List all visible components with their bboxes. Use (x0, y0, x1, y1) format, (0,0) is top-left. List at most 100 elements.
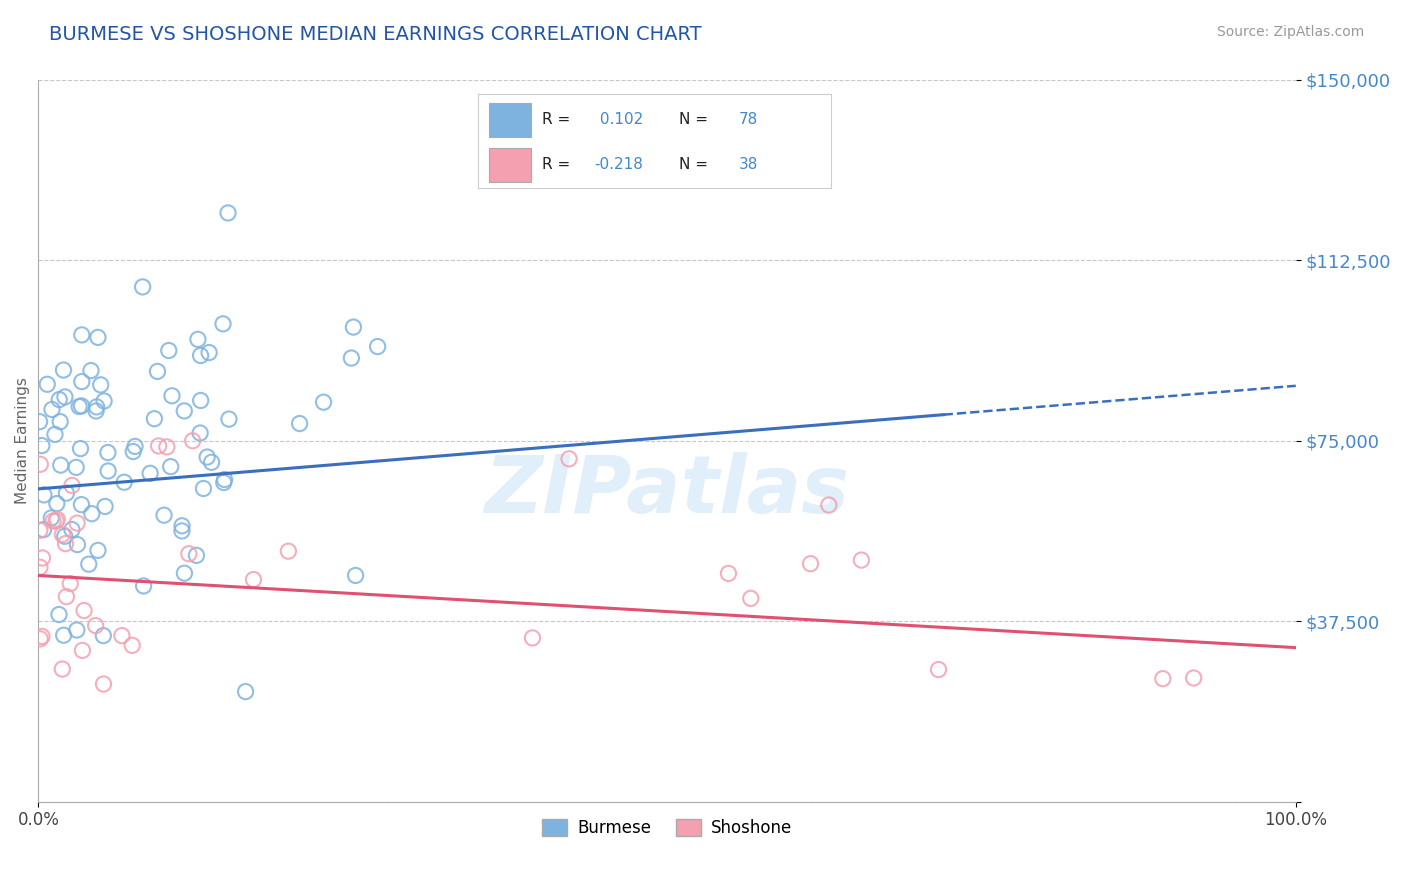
Point (1152, 672, 1174, 686)
Point (170, 518, 193, 533)
Point (48, 607, 70, 622)
Point (94, 500, 117, 514)
Point (86, 400, 108, 414)
Point (55, 590, 77, 604)
Point (46, 512, 69, 526)
Point (156, 440, 179, 454)
Point (45, 497, 67, 511)
Point (522, 631, 544, 645)
Point (817, 498, 839, 512)
Point (170, 524, 193, 538)
Point (190, 393, 212, 408)
Point (558, 451, 581, 466)
Point (148, 439, 170, 453)
Point (132, 579, 155, 593)
Point (32, 488, 55, 502)
Point (55, 536, 77, 550)
Point (173, 566, 195, 581)
Point (49, 458, 72, 472)
Point (66, 516, 89, 530)
Point (37, 377, 59, 392)
Point (235, 684, 257, 698)
Point (93, 394, 115, 409)
Point (69, 442, 91, 456)
Point (80, 507, 103, 521)
Point (131, 280, 153, 294)
Point (717, 566, 740, 581)
Point (55, 486, 77, 500)
Point (28, 524, 51, 538)
Point (41, 402, 63, 417)
Point (186, 549, 208, 563)
Point (367, 340, 389, 354)
Point (200, 455, 222, 469)
Point (42, 514, 65, 528)
Point (344, 568, 367, 582)
Point (122, 444, 145, 458)
Point (851, 553, 873, 567)
Point (195, 450, 218, 464)
Point (70, 399, 93, 413)
Point (60, 478, 83, 492)
Point (70, 498, 93, 512)
Point (30, 457, 52, 471)
Point (139, 467, 162, 481)
Text: Source: ZipAtlas.com: Source: ZipAtlas.com (1216, 25, 1364, 39)
Point (217, 206, 239, 220)
Point (188, 425, 211, 440)
Point (90, 377, 112, 392)
Point (60, 523, 83, 537)
Point (31, 551, 53, 566)
Point (67, 400, 90, 414)
Point (28, 560, 51, 574)
Point (121, 639, 143, 653)
Point (66, 623, 89, 637)
Point (45, 514, 67, 528)
Point (190, 349, 212, 363)
Point (342, 320, 364, 334)
Point (242, 573, 264, 587)
Point (97, 464, 120, 478)
Point (218, 412, 240, 426)
Point (31, 629, 53, 643)
Point (173, 404, 195, 418)
Point (30, 632, 52, 646)
Point (212, 317, 235, 331)
Point (160, 389, 183, 403)
Point (181, 434, 204, 448)
Point (143, 411, 166, 425)
Point (928, 663, 950, 677)
Point (187, 332, 209, 346)
Point (66, 538, 89, 552)
Point (51, 662, 73, 676)
Point (48, 392, 70, 407)
Point (73, 603, 96, 617)
Point (39, 511, 62, 525)
Point (212, 475, 235, 490)
Point (91, 629, 114, 643)
Y-axis label: Median Earnings: Median Earnings (15, 377, 30, 504)
Point (87, 543, 110, 558)
Point (51, 527, 73, 541)
Point (740, 591, 762, 606)
Point (177, 547, 200, 561)
Point (72, 643, 94, 657)
Point (80, 363, 103, 377)
Text: ZIPatlas: ZIPatlas (485, 452, 849, 530)
Point (193, 482, 215, 496)
Point (93, 677, 115, 691)
Point (340, 351, 363, 365)
Point (52, 363, 75, 377)
Point (87, 330, 110, 344)
Point (153, 508, 176, 523)
Point (112, 475, 135, 490)
Point (70, 375, 93, 389)
Point (52, 628, 75, 642)
Point (49, 415, 72, 429)
Point (214, 473, 236, 487)
Point (146, 364, 169, 378)
Point (799, 557, 821, 571)
Point (84, 404, 107, 418)
Point (1182, 671, 1205, 685)
Point (77, 557, 100, 571)
